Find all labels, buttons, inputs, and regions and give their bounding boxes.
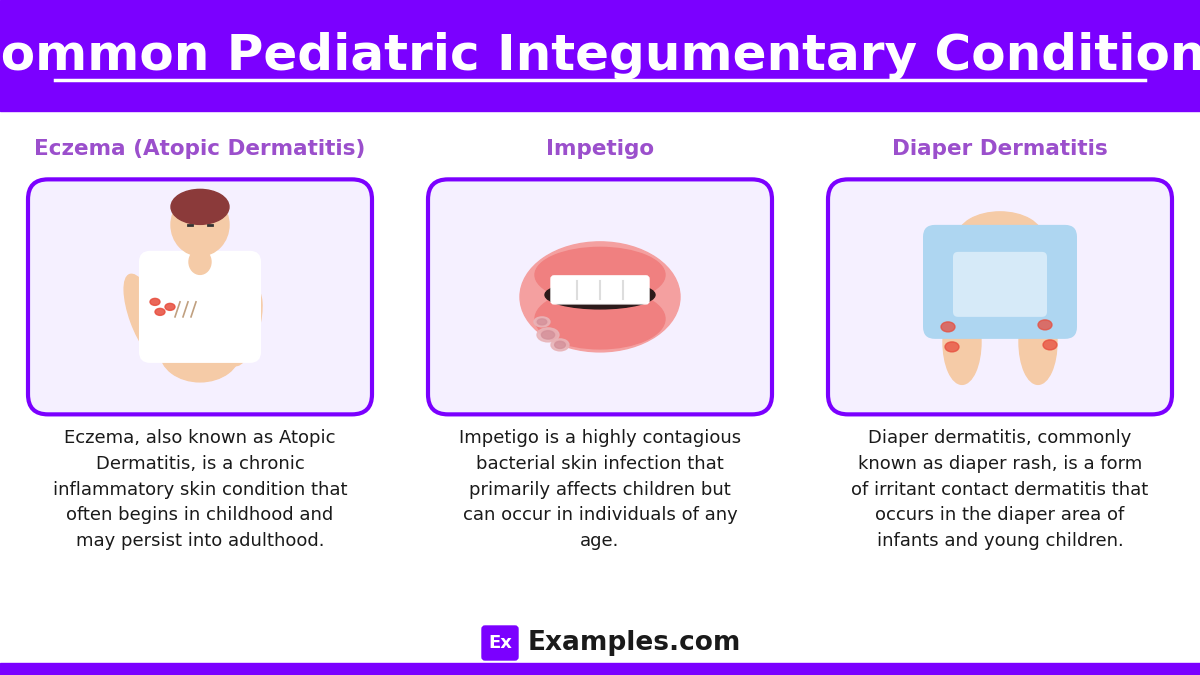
Ellipse shape — [534, 317, 550, 327]
Ellipse shape — [545, 281, 655, 309]
Ellipse shape — [551, 339, 569, 351]
Text: Examples.com: Examples.com — [528, 630, 742, 656]
Ellipse shape — [538, 328, 559, 342]
Ellipse shape — [535, 247, 665, 302]
Ellipse shape — [538, 319, 547, 325]
Ellipse shape — [941, 322, 955, 332]
Text: Impetigo is a highly contagious
bacterial skin infection that
primarily affects : Impetigo is a highly contagious bacteria… — [458, 429, 742, 550]
Text: Eczema, also known as Atopic
Dermatitis, is a chronic
inflammatory skin conditio: Eczema, also known as Atopic Dermatitis,… — [53, 429, 347, 550]
Text: Ex: Ex — [488, 634, 512, 652]
Bar — [0, 0, 1200, 111]
Ellipse shape — [1038, 320, 1052, 330]
Ellipse shape — [155, 308, 166, 315]
Ellipse shape — [150, 298, 160, 305]
FancyBboxPatch shape — [28, 180, 372, 414]
Ellipse shape — [228, 288, 262, 366]
Ellipse shape — [166, 303, 175, 310]
Ellipse shape — [554, 342, 565, 348]
Text: Diaper Dermatitis: Diaper Dermatitis — [892, 139, 1108, 159]
Ellipse shape — [520, 242, 680, 352]
Ellipse shape — [160, 322, 240, 382]
FancyBboxPatch shape — [428, 180, 772, 414]
Ellipse shape — [1019, 300, 1057, 384]
Text: Impetigo: Impetigo — [546, 139, 654, 159]
FancyBboxPatch shape — [140, 252, 260, 362]
Ellipse shape — [943, 300, 982, 384]
Ellipse shape — [190, 249, 211, 274]
FancyBboxPatch shape — [551, 276, 649, 304]
Ellipse shape — [946, 342, 959, 352]
Ellipse shape — [124, 274, 166, 360]
FancyBboxPatch shape — [953, 252, 1046, 317]
Ellipse shape — [172, 190, 229, 224]
FancyBboxPatch shape — [482, 626, 518, 660]
Bar — [0, 663, 1200, 675]
Text: Eczema (Atopic Dermatitis): Eczema (Atopic Dermatitis) — [35, 139, 366, 159]
FancyBboxPatch shape — [923, 225, 1078, 339]
Ellipse shape — [958, 212, 1043, 262]
Text: Common Pediatric Integumentary Conditions: Common Pediatric Integumentary Condition… — [0, 32, 1200, 80]
Ellipse shape — [1043, 340, 1057, 350]
FancyBboxPatch shape — [828, 180, 1172, 414]
Ellipse shape — [541, 331, 554, 339]
Ellipse shape — [172, 194, 229, 256]
Ellipse shape — [535, 289, 665, 349]
Text: Diaper dermatitis, commonly
known as diaper rash, is a form
of irritant contact : Diaper dermatitis, commonly known as dia… — [851, 429, 1148, 550]
